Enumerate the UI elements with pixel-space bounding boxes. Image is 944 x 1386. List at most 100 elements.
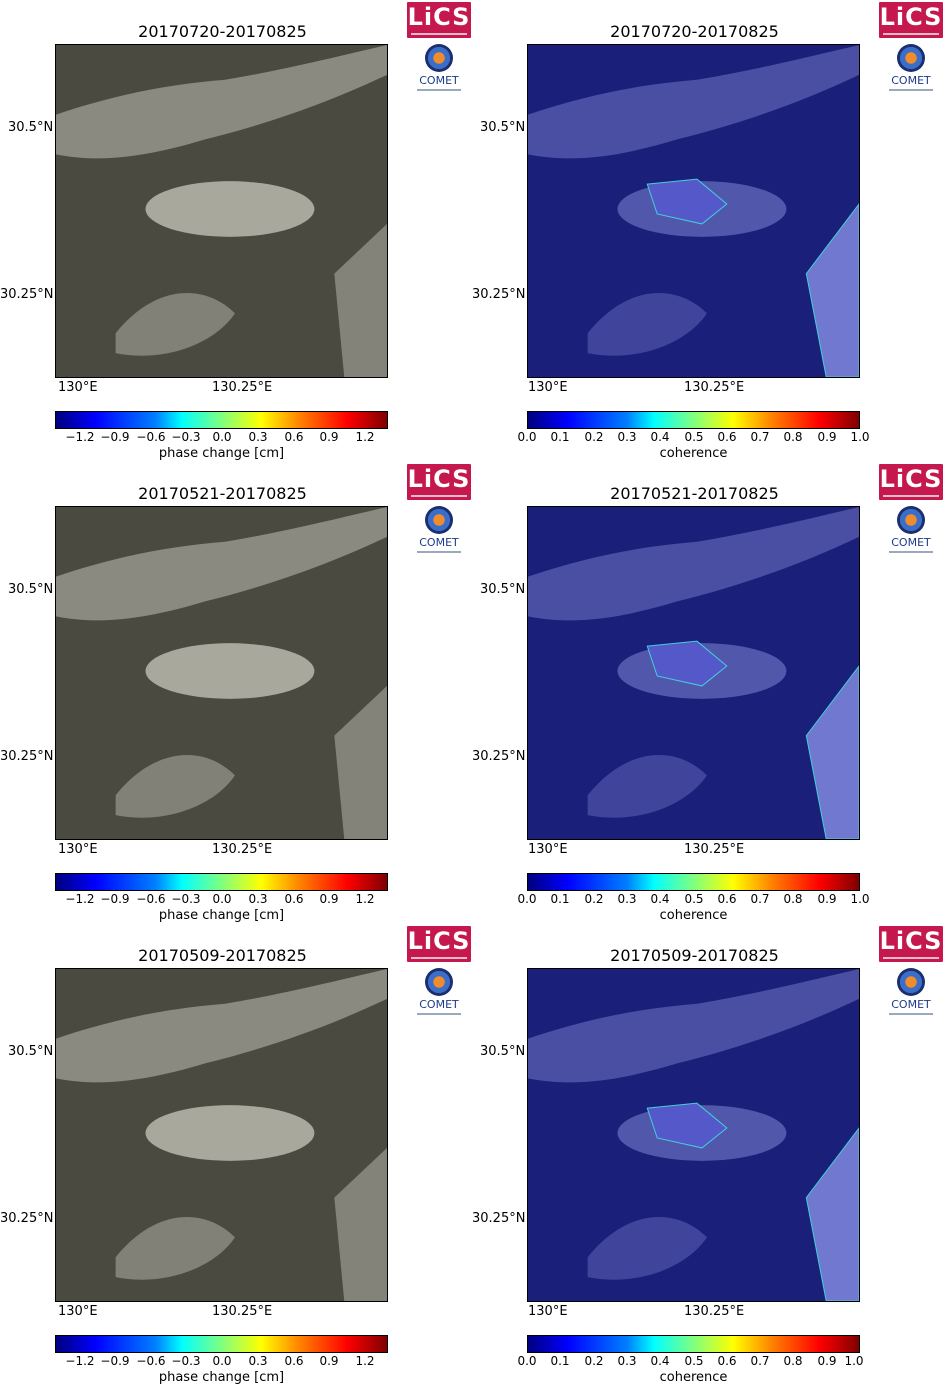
tick: 1.0 bbox=[844, 1354, 864, 1368]
tick: −0.6 bbox=[136, 892, 166, 906]
coherence-map-image bbox=[528, 969, 859, 1301]
lat-label-high: 30.5°N bbox=[8, 1044, 54, 1059]
tick: 0.3 bbox=[248, 892, 268, 906]
tick: 0.5 bbox=[684, 1354, 704, 1368]
tick: 0.0 bbox=[517, 430, 537, 444]
comet-logo: COMET bbox=[411, 506, 467, 558]
lics-logo-text: LiCS bbox=[879, 3, 943, 31]
phase-colorbar-label: phase change [cm] bbox=[158, 908, 285, 923]
lics-logo-text: LiCS bbox=[407, 927, 471, 955]
tick: 0.3 bbox=[248, 1354, 268, 1368]
tick: 0.2 bbox=[584, 892, 604, 906]
phase-colorbar bbox=[55, 411, 388, 429]
lon-label-low: 130°E bbox=[528, 380, 568, 395]
lon-label-low: 130°E bbox=[58, 1304, 98, 1319]
tick: −1.2 bbox=[65, 430, 95, 444]
coherence-colorbar bbox=[527, 873, 860, 891]
tick: 0.7 bbox=[750, 892, 770, 906]
phase-map bbox=[55, 506, 388, 840]
tick: 0.6 bbox=[284, 430, 304, 444]
coherence-map bbox=[527, 44, 860, 378]
panel-title: 20170720-20170825 bbox=[138, 22, 307, 41]
tick: 0.9 bbox=[319, 430, 339, 444]
tick: 0.4 bbox=[650, 892, 670, 906]
tick: 0.3 bbox=[248, 430, 268, 444]
lat-label-low: 30.25°N bbox=[0, 1211, 54, 1226]
phase-colorbar-ticks: −1.2 −0.9 −0.6 −0.3 0.0 0.3 0.6 0.9 1.2 bbox=[55, 892, 388, 906]
tick: −0.3 bbox=[171, 430, 201, 444]
phase-colorbar-label: phase change [cm] bbox=[158, 446, 285, 461]
phase-map bbox=[55, 44, 388, 378]
tick: 0.0 bbox=[517, 1354, 537, 1368]
coherence-colorbar bbox=[527, 1335, 860, 1353]
coherence-colorbar-label: coherence bbox=[659, 446, 728, 461]
lat-label-high: 30.5°N bbox=[8, 120, 54, 135]
comet-icon bbox=[425, 968, 453, 996]
panel-title: 20170720-20170825 bbox=[610, 22, 779, 41]
tick: −0.9 bbox=[100, 1354, 130, 1368]
tick: 0.4 bbox=[650, 430, 670, 444]
coherence-map-image bbox=[528, 507, 859, 839]
tick: 0.9 bbox=[817, 1354, 837, 1368]
tick: −0.6 bbox=[136, 1354, 166, 1368]
comet-logo-text: COMET bbox=[891, 536, 931, 549]
lon-label-high: 130.25°E bbox=[684, 380, 745, 395]
phase-colorbar-ticks: −1.2 −0.9 −0.6 −0.3 0.0 0.3 0.6 0.9 1.2 bbox=[55, 1354, 388, 1368]
coherence-colorbar-label: coherence bbox=[659, 1370, 728, 1385]
tick: −0.6 bbox=[136, 430, 166, 444]
lics-logo: LiCS bbox=[879, 2, 943, 38]
tick: 0.5 bbox=[684, 892, 704, 906]
tick: −1.2 bbox=[65, 1354, 95, 1368]
phase-colorbar-ticks: −1.2 −0.9 −0.6 −0.3 0.0 0.3 0.6 0.9 1.2 bbox=[55, 430, 388, 444]
tick: 0.7 bbox=[750, 1354, 770, 1368]
tick: 1.0 bbox=[850, 892, 870, 906]
lics-logo: LiCS bbox=[879, 464, 943, 500]
lat-label-low: 30.25°N bbox=[472, 749, 526, 764]
comet-logo-text: COMET bbox=[419, 536, 459, 549]
panel-coherence-2: 20170521-20170825 30.5°N 30.25°N 130°E 1… bbox=[472, 462, 944, 924]
lat-label-high: 30.5°N bbox=[480, 582, 526, 597]
tick: 0.6 bbox=[717, 430, 737, 444]
comet-logo-text: COMET bbox=[891, 998, 931, 1011]
lics-logo: LiCS bbox=[407, 464, 471, 500]
lon-label-low: 130°E bbox=[528, 842, 568, 857]
phase-map-image bbox=[56, 969, 387, 1301]
phase-colorbar bbox=[55, 873, 388, 891]
lics-logo: LiCS bbox=[879, 926, 943, 962]
tick: 0.9 bbox=[319, 1354, 339, 1368]
comet-icon bbox=[897, 506, 925, 534]
coherence-colorbar-ticks: 0.0 0.1 0.2 0.3 0.4 0.5 0.6 0.7 0.8 0.9 … bbox=[517, 1354, 864, 1368]
tick: −0.9 bbox=[100, 892, 130, 906]
tick: 0.1 bbox=[550, 430, 570, 444]
tick: 0.0 bbox=[517, 892, 537, 906]
lon-label-high: 130.25°E bbox=[684, 842, 745, 857]
panel-title: 20170521-20170825 bbox=[610, 484, 779, 503]
panel-title: 20170509-20170825 bbox=[138, 946, 307, 965]
comet-icon bbox=[897, 968, 925, 996]
lat-label-high: 30.5°N bbox=[8, 582, 54, 597]
tick: 0.5 bbox=[684, 430, 704, 444]
tick: 0.9 bbox=[319, 892, 339, 906]
tick: 0.8 bbox=[783, 892, 803, 906]
tick: 0.6 bbox=[284, 1354, 304, 1368]
comet-logo: COMET bbox=[411, 44, 467, 96]
comet-logo-text: COMET bbox=[891, 74, 931, 87]
tick: 0.8 bbox=[783, 430, 803, 444]
tick: 1.2 bbox=[355, 430, 375, 444]
lon-label-low: 130°E bbox=[58, 380, 98, 395]
lics-logo-text: LiCS bbox=[407, 3, 471, 31]
tick: 0.0 bbox=[212, 430, 232, 444]
comet-logo-text: COMET bbox=[419, 998, 459, 1011]
comet-logo: COMET bbox=[411, 968, 467, 1020]
tick: 0.4 bbox=[650, 1354, 670, 1368]
tick: 0.1 bbox=[550, 1354, 570, 1368]
tick: 0.7 bbox=[750, 430, 770, 444]
phase-map-image bbox=[56, 507, 387, 839]
coherence-colorbar bbox=[527, 411, 860, 429]
lon-label-high: 130.25°E bbox=[212, 380, 273, 395]
tick: 0.9 bbox=[817, 892, 837, 906]
panel-phase-1: 20170720-20170825 30.5°N 30.25°N 130°E 1… bbox=[0, 0, 472, 462]
lat-label-high: 30.5°N bbox=[480, 120, 526, 135]
tick: 0.6 bbox=[717, 1354, 737, 1368]
tick: 1.2 bbox=[355, 1354, 375, 1368]
